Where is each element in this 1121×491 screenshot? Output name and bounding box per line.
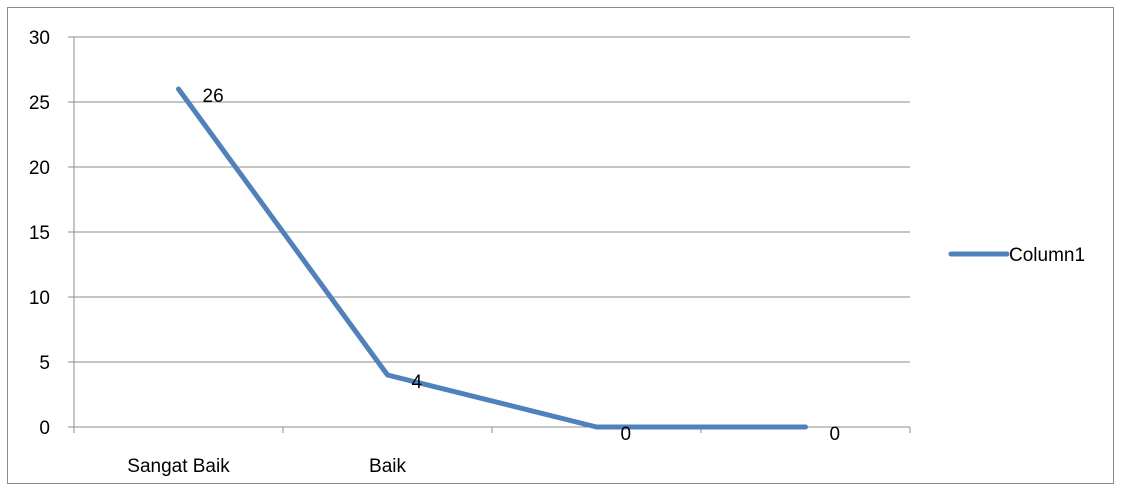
x-tick-label: Sangat Baik (127, 456, 230, 477)
legend-label: Column1 (1009, 245, 1085, 266)
chart-frame (7, 7, 1114, 484)
y-tick-label: 10 (29, 288, 50, 309)
series-line-Column1 (176, 86, 808, 430)
x-tick-label: Baik (369, 456, 406, 477)
data-labels: 26 4 0 0 (203, 86, 841, 445)
y-tick-label: 15 (29, 223, 50, 244)
y-tick-label: 30 (29, 28, 50, 49)
y-tick-labels: 0 5 10 15 20 25 30 (29, 28, 50, 439)
series-group (176, 86, 808, 430)
data-label: 26 (203, 86, 224, 107)
gridlines (74, 36, 910, 363)
data-label: 0 (621, 424, 632, 445)
data-label: 0 (830, 424, 841, 445)
y-tick-label: 25 (29, 93, 50, 114)
y-tick-label: 5 (39, 353, 50, 374)
data-label: 4 (412, 372, 423, 393)
y-tick-label: 0 (39, 418, 50, 439)
legend: Column1 (948, 245, 1085, 266)
x-tick-labels: Sangat Baik Baik (127, 456, 406, 477)
y-tick-label: 20 (29, 158, 50, 179)
axes (68, 36, 911, 433)
